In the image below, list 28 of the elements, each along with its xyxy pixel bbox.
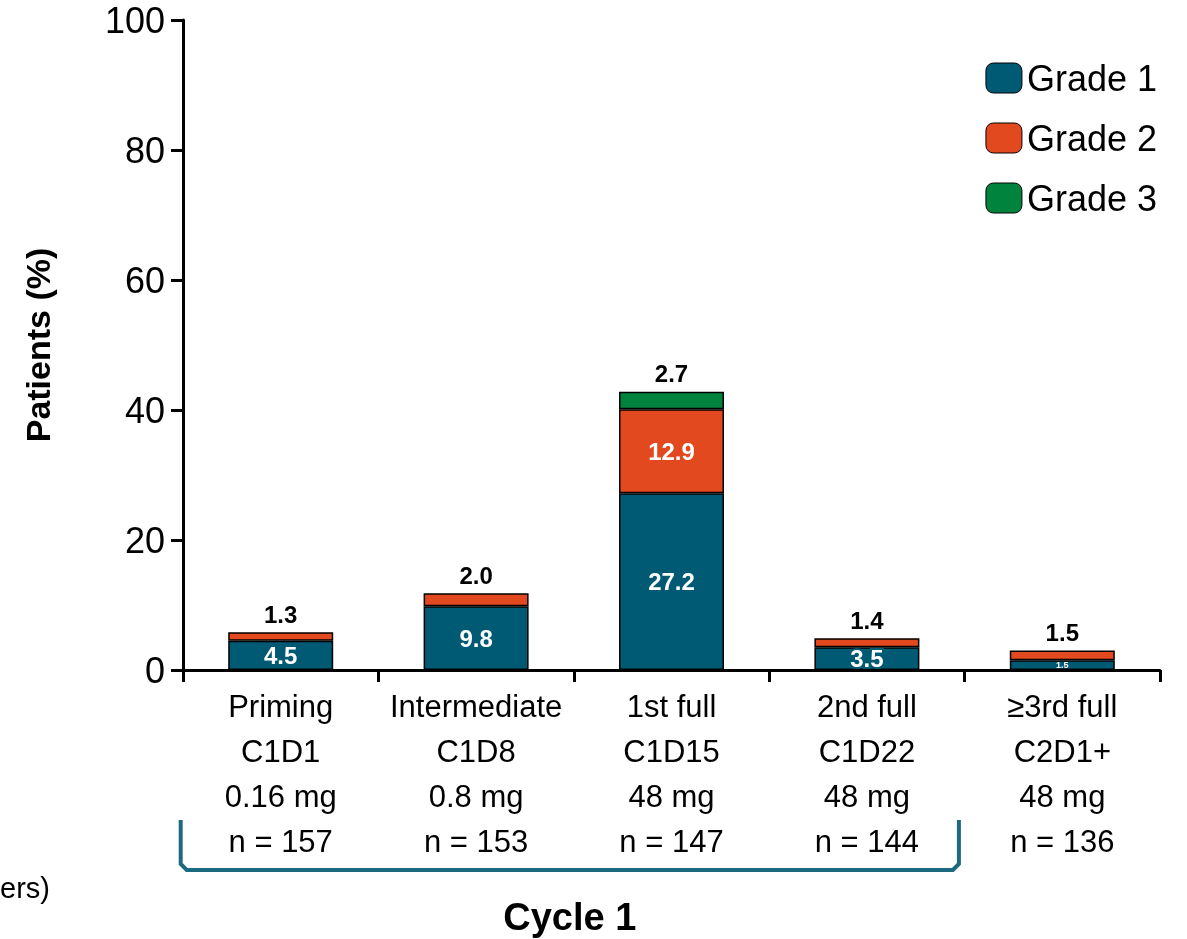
text: ers) — [0, 871, 50, 904]
x-tick-label: 1st full C1D15 48 mg n = 147 — [619, 689, 724, 859]
y-tick-label: 80 — [124, 129, 165, 171]
x-tick-label: Intermediate C1D8 0.8 mg n = 153 — [389, 689, 563, 859]
data-label: 3.5 — [850, 645, 884, 673]
data-label: 2.7 — [654, 360, 689, 388]
y-axis-title: Patients (%) — [19, 247, 57, 443]
data-label: 1.3 — [264, 600, 298, 628]
data-label: 27.2 — [648, 568, 695, 596]
y-tick-label: 40 — [124, 389, 165, 431]
legend-label: Grade 1 — [1026, 57, 1157, 99]
y-tick-label: 100 — [104, 0, 165, 41]
data-label: 1.4 — [850, 606, 885, 634]
y-tick-label: 20 — [124, 519, 165, 561]
data-label: 2.0 — [459, 561, 493, 589]
y-tick-label: 60 — [124, 259, 165, 301]
x-tick-label: 2nd full C1D22 48 mg n = 144 — [814, 689, 920, 859]
data-label: 9.8 — [459, 624, 493, 652]
data-label: 4.5 — [264, 641, 298, 669]
x-tick-label: ≥3rd full C2D1+ 48 mg n = 136 — [1007, 689, 1118, 859]
y-tick-label: 0 — [144, 649, 165, 691]
data-label: 12.9 — [648, 437, 695, 465]
x-tick-label: Priming C1D1 0.16 mg n = 157 — [224, 689, 337, 859]
legend-label: Grade 2 — [1026, 117, 1157, 159]
data-label: 1.5 — [1056, 660, 1069, 671]
legend-label: Grade 3 — [1026, 177, 1157, 219]
x-axis-title: Cycle 1 — [503, 896, 637, 938]
data-label: 1.5 — [1045, 619, 1079, 646]
